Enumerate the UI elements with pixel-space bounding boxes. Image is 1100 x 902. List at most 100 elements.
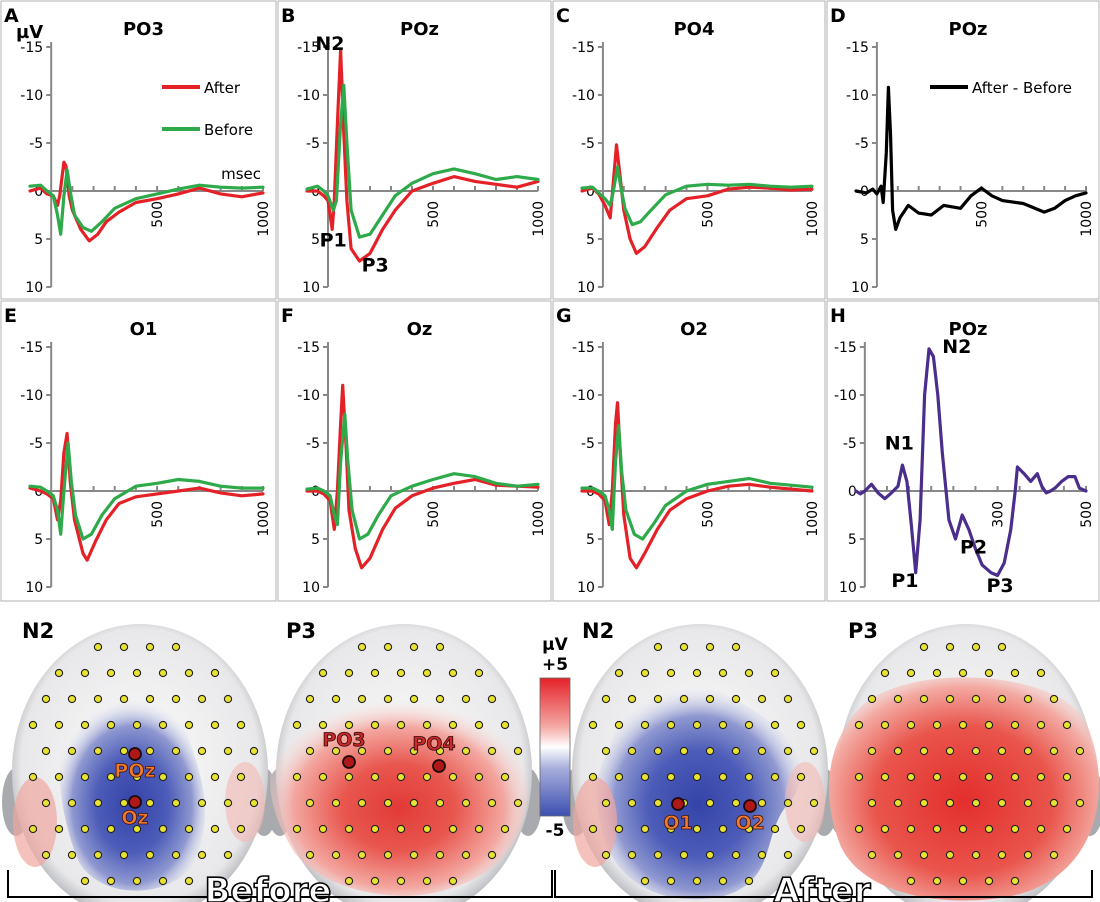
electrode-dot	[396, 824, 406, 834]
electrode-dot	[744, 772, 754, 782]
electrode-dot	[640, 876, 650, 886]
electrode-dot	[945, 694, 955, 704]
electrode-dot	[93, 642, 103, 652]
electrode-dot	[409, 850, 419, 860]
series-after	[580, 401, 814, 570]
electrode-dot	[197, 694, 207, 704]
electrode-dot	[357, 850, 367, 860]
electrode-dot	[718, 720, 728, 730]
electrode-label-o1: O1	[663, 812, 692, 834]
electrode-dot	[500, 824, 510, 834]
electrode-dot	[770, 772, 780, 782]
electrode-dot	[318, 668, 328, 678]
electrode-dot	[757, 850, 767, 860]
peak-label-n2: N2	[942, 336, 971, 358]
panel-letter: G	[556, 305, 572, 327]
panel-letter: F	[281, 305, 294, 327]
panel-letter: H	[830, 305, 846, 327]
electrode-dot	[396, 772, 406, 782]
electrode-dot	[627, 798, 637, 808]
electrode-dot	[331, 746, 341, 756]
x-tick-label: 1000	[256, 501, 272, 537]
electrode-dot	[614, 772, 624, 782]
electrode-dot	[197, 746, 207, 756]
electrode-dot	[132, 876, 142, 886]
electrode-dot	[997, 694, 1007, 704]
y-tick-label: 5	[586, 532, 595, 548]
topomap-title: N2	[22, 619, 54, 643]
electrode-dot	[854, 720, 864, 730]
y-tick-label: -10	[20, 88, 43, 104]
x-tick-label: 500	[974, 201, 990, 228]
electrode-dot	[893, 850, 903, 860]
electrode-dot	[757, 798, 767, 808]
electrode-dot	[731, 850, 741, 860]
electrode-dot	[1036, 772, 1046, 782]
electrode-dot	[770, 720, 780, 730]
electrode-dot	[1062, 720, 1072, 730]
electrode-dot	[601, 798, 611, 808]
panel-title: O2	[680, 319, 708, 340]
x-tick-label: 500	[426, 501, 442, 528]
electrode-label-po3: PO3	[322, 729, 365, 751]
electrode-dot	[448, 876, 458, 886]
electrode-dot	[731, 798, 741, 808]
electrode-dot	[692, 876, 702, 886]
y-axis-label: µV	[16, 22, 43, 43]
electrode-dot	[249, 746, 259, 756]
panel-title: PO4	[673, 19, 714, 40]
electrode-dot	[653, 746, 663, 756]
electrode-dot	[984, 720, 994, 730]
electrode-dot	[640, 824, 650, 834]
electrode-dot	[28, 824, 38, 834]
electrode-dot	[692, 720, 702, 730]
electrode-dot	[318, 824, 328, 834]
y-tick-label: 5	[311, 232, 320, 248]
electrode-dot	[487, 798, 497, 808]
electrode-dot	[1010, 876, 1020, 886]
topomap-before-n2: N2 POz Oz	[2, 619, 278, 902]
electrode-dot	[906, 824, 916, 834]
electrode-dot	[971, 798, 981, 808]
electrode-dot	[692, 668, 702, 678]
electrode-dot	[640, 772, 650, 782]
series-before	[28, 168, 265, 236]
electrode-dot	[880, 772, 890, 782]
x-tick-label: 1000	[531, 201, 547, 237]
electrode-dot	[705, 746, 715, 756]
electrode-dot	[744, 720, 754, 730]
topomap-after-n2: N2 O1 O2	[562, 619, 838, 902]
electrode-dot	[171, 798, 181, 808]
electrode-dot	[588, 772, 598, 782]
electrode-dot	[867, 694, 877, 704]
electrode-dot	[614, 824, 624, 834]
electrode-dot	[770, 668, 780, 678]
electrode-dot	[80, 772, 90, 782]
electrode-dot	[474, 668, 484, 678]
electrode-dot	[223, 694, 233, 704]
electrode-dot	[80, 876, 90, 886]
electrode-dot	[357, 798, 367, 808]
electrode-dot	[422, 720, 432, 730]
electrode-dot	[370, 720, 380, 730]
electrode-dot	[344, 720, 354, 730]
electrode-dot	[41, 746, 51, 756]
before-bracket	[7, 870, 553, 898]
electrode-dot	[370, 876, 380, 886]
panel-frame	[0, 0, 277, 300]
electrode-dot	[919, 798, 929, 808]
electrode-dot	[919, 746, 929, 756]
x-tick-label: 500	[700, 201, 716, 228]
electrode-dot	[854, 824, 864, 834]
topomap-row: N2 POz Oz P3 PO3 PO4 N2 O1 O2 P3 Before After µV+5 -5	[2, 619, 1100, 902]
y-tick-label: -10	[846, 88, 869, 104]
panel-frame	[552, 300, 826, 602]
y-tick-label: -10	[297, 388, 320, 404]
electrode-dot	[54, 720, 64, 730]
electrode-grid	[28, 642, 259, 886]
y-tick-label: -10	[834, 388, 857, 404]
x-tick-label: 1000	[531, 501, 547, 537]
y-tick-label: 5	[311, 532, 320, 548]
